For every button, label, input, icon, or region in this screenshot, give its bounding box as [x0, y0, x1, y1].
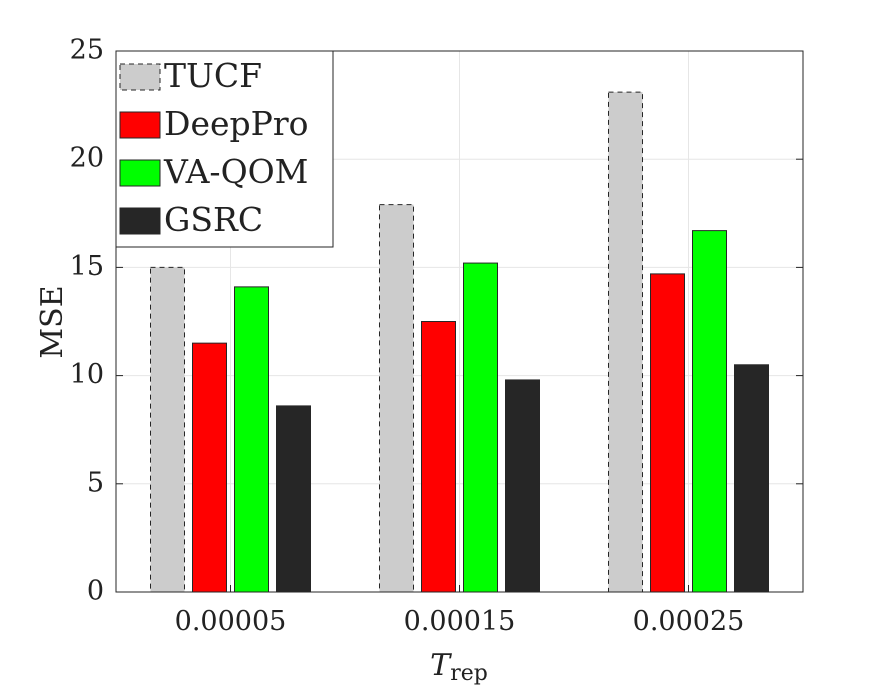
bar-va-qom-2	[463, 262, 498, 593]
legend-swatch-va-qom	[119, 159, 161, 187]
legend-label: TUCF	[164, 56, 262, 95]
bar-gsrc-2	[505, 379, 540, 593]
bar-va-qom-1	[234, 286, 269, 593]
y-tick-label: 15	[70, 251, 104, 282]
bar-tucf-1	[150, 266, 185, 593]
x-tick-label: 0.00025	[633, 606, 745, 637]
y-tick-label: 25	[70, 35, 104, 66]
legend-label: GSRC	[164, 200, 263, 239]
legend-swatch-gsrc	[119, 207, 161, 235]
bar-gsrc-1	[276, 405, 311, 593]
x-axis-title-subscript: rep	[450, 661, 488, 686]
bar-gsrc-3	[734, 364, 769, 593]
bar-deeppro-1	[192, 342, 227, 593]
bar-deeppro-3	[650, 273, 685, 593]
bar-tucf-3	[608, 91, 643, 593]
y-axis-title: MSE	[35, 285, 70, 358]
legend-label: VA-QOM	[163, 152, 308, 191]
bar-tucf-2	[379, 204, 414, 593]
x-tick-label: 0.00015	[404, 606, 516, 637]
bars-group	[150, 91, 769, 593]
x-tick-label: 0.00005	[175, 606, 287, 637]
x-axis-title: Trep	[430, 648, 488, 686]
bar-deeppro-2	[421, 321, 456, 593]
x-axis-title-main: T	[430, 648, 452, 683]
bar-va-qom-3	[692, 230, 727, 593]
y-tick-label: 10	[70, 359, 104, 390]
legend-swatch-tucf	[119, 63, 161, 91]
x-axis-ticks: 0.00005 0.00015 0.00025	[175, 585, 745, 637]
y-tick-label: 5	[87, 467, 104, 498]
y-tick-label: 20	[70, 143, 104, 174]
y-axis-ticks: 0 5 10 15 20 25	[70, 35, 803, 607]
legend: TUCF DeepPro VA-QOM GSRC	[115, 50, 334, 248]
legend-swatch-deeppro	[119, 111, 161, 139]
legend-label: DeepPro	[164, 104, 309, 143]
y-tick-label: 0	[87, 576, 104, 607]
